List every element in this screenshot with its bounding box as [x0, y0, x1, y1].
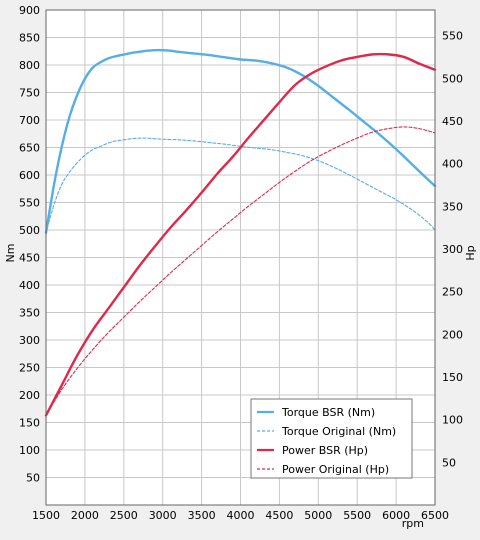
y-right-tick-label: 400	[442, 158, 463, 171]
y-left-tick-label: 350	[19, 307, 40, 320]
y-left-tick-label: 400	[19, 279, 40, 292]
x-axis-label: rpm	[402, 517, 424, 530]
x-tick-label: 4500	[265, 509, 293, 522]
x-tick-label: 3500	[188, 509, 216, 522]
y-right-tick-label: 50	[442, 456, 456, 469]
y-left-tick-label: 850	[19, 32, 40, 45]
y-left-tick-label: 550	[19, 197, 40, 210]
x-tick-label: 1500	[32, 509, 60, 522]
y-right-tick-label: 250	[442, 286, 463, 299]
y-right-tick-label: 500	[442, 72, 463, 85]
y-right-tick-label: 100	[442, 414, 463, 427]
series-group	[44, 48, 437, 417]
series-line-torque-original-nm	[45, 137, 436, 234]
legend-label-power-original-hp: Power Original (Hp)	[282, 463, 389, 476]
legend: Torque BSR (Nm) Torque Original (Nm) Power…	[250, 398, 413, 479]
y-left-tick-label: 100	[19, 444, 40, 457]
x-tick-label: 5000	[304, 509, 332, 522]
y-right-tick-label: 150	[442, 371, 463, 384]
y-left-tick-label: 600	[19, 169, 40, 182]
x-tick-label: 5500	[343, 509, 371, 522]
y-right-tick-label: 300	[442, 243, 463, 256]
y-left-tick-label: 450	[19, 252, 40, 265]
tick-labels: 1500 2000 2500 3000 3500 4000 4500 5000 5500 6000…	[19, 4, 463, 522]
y-left-tick-label: 900	[19, 4, 40, 17]
x-tick-label: 2500	[110, 509, 138, 522]
series-line-torque-bsr-nm	[44, 48, 437, 234]
x-tick-label: 3000	[149, 509, 177, 522]
y-axis-right-label: Hp	[464, 245, 477, 260]
x-tick-label: 4000	[227, 509, 255, 522]
y-left-tick-label: 700	[19, 114, 40, 127]
y-right-tick-label: 450	[442, 115, 463, 128]
y-left-tick-label: 800	[19, 59, 40, 72]
x-tick-label: 6000	[382, 509, 410, 522]
series-line-power-original-hp	[45, 126, 436, 416]
legend-label-torque-bsr-nm: Torque BSR (Nm)	[281, 406, 375, 419]
y-right-tick-label: 350	[442, 200, 463, 213]
y-left-tick-label: 500	[19, 224, 40, 237]
plot-border	[45, 9, 436, 506]
y-right-tick-label: 200	[442, 328, 463, 341]
y-axis-left-label: Nm	[4, 244, 17, 263]
x-tick-label: 6500	[421, 509, 449, 522]
y-right-tick-label: 550	[442, 30, 463, 43]
y-left-tick-label: 250	[19, 362, 40, 375]
y-left-tick-label: 150	[19, 417, 40, 430]
legend-box	[250, 398, 413, 479]
legend-label-torque-original-nm: Torque Original (Nm)	[281, 425, 396, 438]
y-left-tick-label: 300	[19, 334, 40, 347]
y-left-tick-label: 650	[19, 142, 40, 155]
y-left-tick-label: 50	[26, 472, 40, 485]
y-left-tick-label: 750	[19, 87, 40, 100]
legend-label-power-bsr-hp: Power BSR (Hp)	[282, 444, 368, 457]
y-left-tick-label: 200	[19, 389, 40, 402]
series-line-power-bsr-hp	[44, 52, 437, 417]
x-tick-label: 2000	[71, 509, 99, 522]
